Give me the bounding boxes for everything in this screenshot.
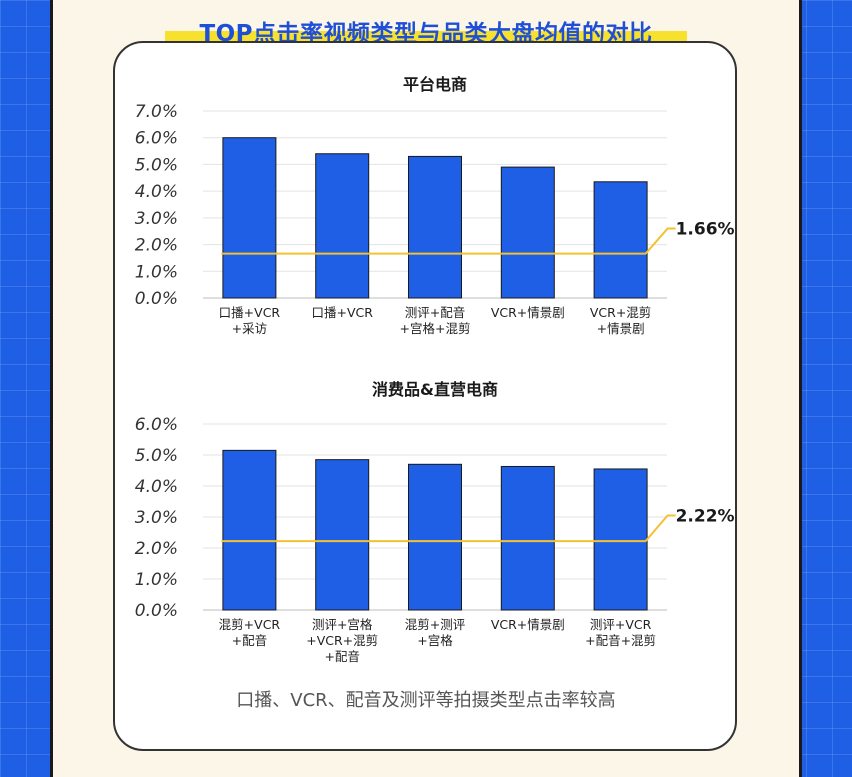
y-tick-label: 3.0% <box>135 508 178 528</box>
bar <box>500 166 555 299</box>
bar <box>222 137 277 299</box>
x-category-line: VCR+情景剧 <box>491 305 565 320</box>
x-category-line: VCR+混剪 <box>590 305 651 320</box>
average-label: 1.66% <box>676 220 735 240</box>
y-tick-label: 5.0% <box>135 155 178 175</box>
x-category-label: 混剪+VCR +配音 <box>219 617 281 648</box>
bar <box>408 463 462 611</box>
x-category-label: 测评+宫格+VCR+混剪+配音 <box>306 617 378 664</box>
x-category-line: VCR+情景剧 <box>491 617 565 632</box>
footnote: 口播、VCR、配音及测评等拍摄类型点击率较高 <box>236 690 616 711</box>
x-category-line: 混剪+VCR <box>219 617 281 632</box>
y-tick-label: 5.0% <box>135 446 178 466</box>
x-category-label: 混剪+测评+宫格 <box>405 617 465 648</box>
y-tick-label: 2.0% <box>135 236 178 256</box>
bar <box>315 459 370 611</box>
y-tick-label: 0.0% <box>135 289 178 309</box>
y-tick-label: 4.0% <box>135 477 178 497</box>
y-tick-label: 2.0% <box>135 539 178 559</box>
chart-title: 消费品&直营电商 <box>372 380 498 399</box>
x-category-line: +情景剧 <box>597 321 645 336</box>
x-category-line: +宫格+混剪 <box>400 321 471 336</box>
bar <box>593 181 648 299</box>
y-tick-label: 1.0% <box>135 570 178 590</box>
x-category-label: 口播+VCR +采访 <box>219 305 281 336</box>
y-tick-label: 6.0% <box>135 415 178 435</box>
x-category-line: +配音+混剪 <box>585 633 656 648</box>
x-category-label: 口播+VCR <box>311 305 373 320</box>
x-category-line: +配音 <box>324 649 359 664</box>
y-tick-label: 4.0% <box>135 182 178 202</box>
y-tick-label: 7.0% <box>135 102 178 122</box>
bar <box>408 155 462 299</box>
y-tick-label: 1.0% <box>135 262 178 282</box>
x-category-line: 口播+VCR <box>311 305 373 320</box>
x-category-label: 测评+VCR +配音+混剪 <box>585 617 656 648</box>
x-category-line: +VCR+混剪 <box>306 633 378 648</box>
average-line <box>221 227 676 255</box>
x-category-label: 测评+配音+宫格+混剪 <box>400 305 471 336</box>
chart-consumer-direct-ecommerce: 消费品&直营电商 0.0% 1.0% 2.0% 3.0% 4.0% 5.0% 6.0% 混剪+V… <box>135 380 735 664</box>
x-category-line: 口播+VCR <box>219 305 281 320</box>
chart-title: 平台电商 <box>403 75 467 94</box>
average-line <box>221 514 676 543</box>
bar <box>593 468 648 611</box>
bar <box>500 465 555 611</box>
y-tick-label: 3.0% <box>135 209 178 229</box>
x-category-label: VCR+混剪+情景剧 <box>590 305 651 336</box>
x-category-line: +宫格 <box>417 633 453 648</box>
x-category-line: 混剪+测评 <box>405 617 465 632</box>
average-label: 2.22% <box>676 506 735 526</box>
x-category-line: 测评+VCR <box>590 617 652 632</box>
x-category-line: 测评+宫格 <box>312 617 373 632</box>
y-tick-label: 6.0% <box>135 129 178 149</box>
y-tick-label: 0.0% <box>135 601 178 621</box>
bar <box>222 449 277 611</box>
x-category-line: 测评+配音 <box>405 305 465 320</box>
x-category-line: +配音 <box>232 633 267 648</box>
bar <box>315 153 370 299</box>
x-category-line: +采访 <box>232 321 267 336</box>
x-category-label: VCR+情景剧 <box>491 305 565 320</box>
x-category-label: VCR+情景剧 <box>491 617 565 632</box>
chart-platform-ecommerce: 平台电商 0.0% 1.0% 2.0% 3.0% 4.0% 5.0% 6.0% 7.0% 口播+V… <box>135 75 735 336</box>
